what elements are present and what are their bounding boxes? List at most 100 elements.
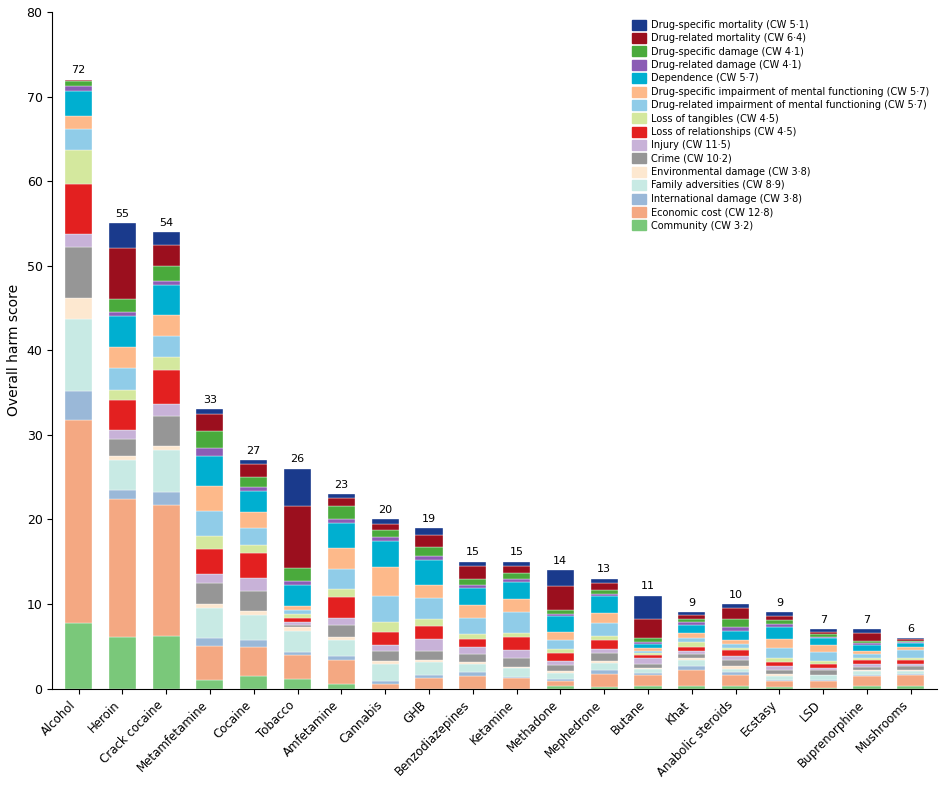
Bar [65, 298, 93, 319]
Bar [810, 664, 836, 668]
Bar [810, 688, 836, 689]
Bar [503, 633, 531, 637]
Bar [372, 664, 398, 681]
Bar [591, 674, 617, 687]
Bar [547, 640, 574, 649]
Bar [766, 687, 793, 689]
Bar [810, 632, 836, 634]
Text: 55: 55 [115, 209, 129, 219]
Bar [153, 232, 179, 244]
Bar [634, 642, 662, 645]
Bar [678, 637, 705, 642]
Bar [547, 632, 574, 640]
Bar [547, 679, 574, 681]
Bar [678, 622, 705, 625]
Bar [897, 639, 924, 641]
Bar [766, 666, 793, 670]
Bar [65, 79, 93, 81]
Bar [897, 643, 924, 647]
Bar [547, 570, 574, 586]
Bar [328, 659, 355, 685]
Bar [284, 506, 312, 568]
Text: 7: 7 [819, 615, 827, 625]
Bar [415, 678, 443, 689]
Bar [810, 638, 836, 645]
Text: 14: 14 [553, 556, 567, 566]
Bar [109, 456, 136, 461]
Bar [897, 670, 924, 674]
Bar [591, 583, 617, 590]
Bar [678, 653, 705, 658]
Bar [810, 668, 836, 670]
Bar [547, 616, 574, 632]
Bar [722, 667, 750, 669]
Bar [722, 669, 750, 672]
Bar [153, 369, 179, 403]
Bar [810, 652, 836, 661]
Bar [109, 317, 136, 347]
Bar [284, 623, 312, 625]
Bar [284, 652, 312, 655]
Bar [810, 661, 836, 664]
Text: 9: 9 [776, 598, 783, 608]
Bar [328, 494, 355, 498]
Text: 26: 26 [291, 454, 305, 465]
Bar [153, 417, 179, 446]
Bar [678, 659, 705, 666]
Bar [503, 678, 531, 689]
Bar [678, 666, 705, 670]
Bar [634, 673, 662, 674]
Bar [591, 590, 617, 593]
Bar [65, 421, 93, 623]
Bar [328, 548, 355, 568]
Bar [722, 608, 750, 619]
Bar [372, 537, 398, 542]
Bar [547, 649, 574, 653]
Bar [547, 665, 574, 671]
Bar [503, 562, 531, 566]
Bar [722, 619, 750, 627]
Bar [503, 573, 531, 579]
Bar [591, 662, 617, 663]
Bar [240, 676, 267, 689]
Bar [722, 660, 750, 667]
Bar [415, 556, 443, 560]
Bar [810, 681, 836, 688]
Bar [459, 588, 486, 604]
Bar [897, 664, 924, 667]
Bar [678, 612, 705, 615]
Bar [240, 465, 267, 477]
Bar [153, 244, 179, 266]
Bar [722, 656, 750, 660]
Bar [634, 596, 662, 619]
Bar [810, 674, 836, 675]
Bar [109, 400, 136, 430]
Bar [766, 676, 793, 680]
Bar [328, 590, 355, 597]
Bar [240, 477, 267, 487]
Bar [678, 658, 705, 659]
Bar [634, 667, 662, 669]
Bar [372, 652, 398, 662]
Bar [897, 660, 924, 664]
Bar [547, 610, 574, 614]
Bar [678, 642, 705, 647]
Bar [65, 391, 93, 421]
Bar [284, 605, 312, 610]
Bar [678, 615, 705, 619]
Bar [153, 281, 179, 285]
Text: 20: 20 [378, 505, 392, 515]
Bar [284, 627, 312, 631]
Bar [415, 586, 443, 598]
Bar [722, 644, 750, 648]
Bar [415, 528, 443, 534]
Text: 10: 10 [729, 590, 743, 600]
Bar [897, 641, 924, 642]
Bar [328, 506, 355, 519]
Bar [65, 150, 93, 184]
Text: 11: 11 [641, 582, 655, 591]
Bar [196, 431, 224, 447]
Bar [240, 590, 267, 612]
Bar [591, 687, 617, 689]
Bar [766, 612, 793, 616]
